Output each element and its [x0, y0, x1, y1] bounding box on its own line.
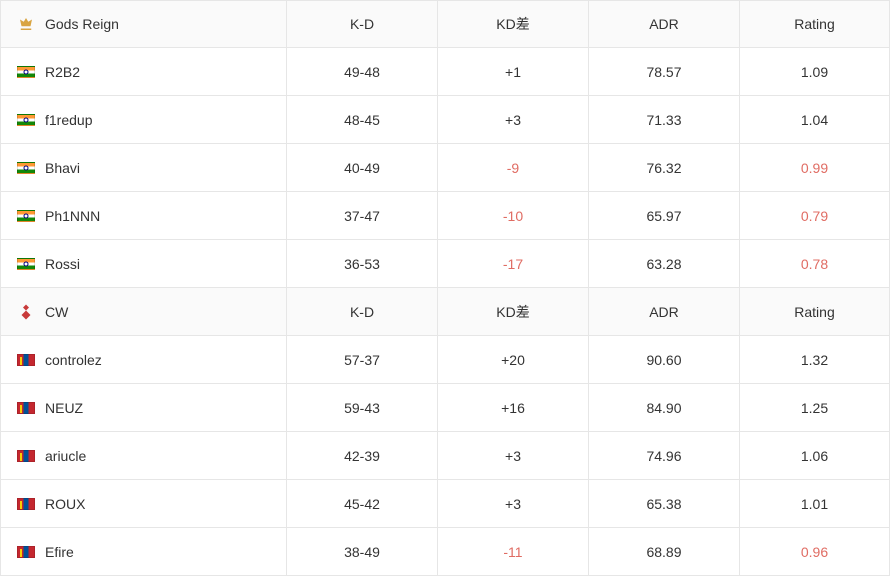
flag-icon — [17, 498, 35, 510]
player-name-cell: ROUX — [1, 480, 287, 527]
player-name: Bhavi — [45, 160, 80, 176]
rating-cell: 0.96 — [740, 528, 889, 575]
player-row[interactable]: NEUZ 59-43 +16 84.90 1.25 — [0, 384, 890, 432]
team-name-cell: Gods Reign — [1, 1, 287, 47]
player-row[interactable]: Bhavi 40-49 -9 76.32 0.99 — [0, 144, 890, 192]
player-name-cell: Efire — [1, 528, 287, 575]
kd-cell: 38-49 — [287, 528, 438, 575]
adr-cell: 65.97 — [589, 192, 740, 239]
kddiff-cell: +3 — [438, 432, 589, 479]
player-name: Ph1NNN — [45, 208, 100, 224]
player-name-cell: NEUZ — [1, 384, 287, 431]
kddiff-cell: +1 — [438, 48, 589, 95]
kddiff-cell: +16 — [438, 384, 589, 431]
adr-cell: 71.33 — [589, 96, 740, 143]
team-name: CW — [45, 304, 68, 320]
player-name-cell: controlez — [1, 336, 287, 383]
rating-cell: 1.25 — [740, 384, 889, 431]
adr-cell: 84.90 — [589, 384, 740, 431]
player-row[interactable]: controlez 57-37 +20 90.60 1.32 — [0, 336, 890, 384]
player-row[interactable]: ROUX 45-42 +3 65.38 1.01 — [0, 480, 890, 528]
kd-cell: 57-37 — [287, 336, 438, 383]
col-kddiff: KD差 — [438, 288, 589, 335]
player-name-cell: R2B2 — [1, 48, 287, 95]
stats-table: Gods Reign K-D KD差 ADR Rating R2B2 49-48… — [0, 0, 890, 576]
adr-cell: 65.38 — [589, 480, 740, 527]
rating-cell: 1.06 — [740, 432, 889, 479]
player-name: Rossi — [45, 256, 80, 272]
player-name-cell: Ph1NNN — [1, 192, 287, 239]
rating-cell: 1.09 — [740, 48, 889, 95]
flag-icon — [17, 114, 35, 126]
player-name-cell: f1redup — [1, 96, 287, 143]
flag-icon — [17, 162, 35, 174]
player-name: ROUX — [45, 496, 85, 512]
crown-icon — [17, 15, 35, 33]
diamond-icon — [17, 303, 35, 321]
col-kd: K-D — [287, 1, 438, 47]
flag-icon — [17, 258, 35, 270]
adr-cell: 74.96 — [589, 432, 740, 479]
player-name-cell: Bhavi — [1, 144, 287, 191]
rating-cell: 0.79 — [740, 192, 889, 239]
rating-cell: 1.32 — [740, 336, 889, 383]
player-name: R2B2 — [45, 64, 80, 80]
player-name-cell: ariucle — [1, 432, 287, 479]
kddiff-cell: -11 — [438, 528, 589, 575]
player-name-cell: Rossi — [1, 240, 287, 287]
kddiff-cell: +3 — [438, 480, 589, 527]
col-kddiff: KD差 — [438, 1, 589, 47]
col-kd: K-D — [287, 288, 438, 335]
col-adr: ADR — [589, 288, 740, 335]
adr-cell: 68.89 — [589, 528, 740, 575]
player-row[interactable]: Efire 38-49 -11 68.89 0.96 — [0, 528, 890, 576]
player-name: controlez — [45, 352, 102, 368]
player-row[interactable]: R2B2 49-48 +1 78.57 1.09 — [0, 48, 890, 96]
kd-cell: 49-48 — [287, 48, 438, 95]
kddiff-cell: +20 — [438, 336, 589, 383]
team-header-row: Gods Reign K-D KD差 ADR Rating — [0, 0, 890, 48]
kddiff-cell: -17 — [438, 240, 589, 287]
team-name: Gods Reign — [45, 16, 119, 32]
player-name: ariucle — [45, 448, 86, 464]
kd-cell: 37-47 — [287, 192, 438, 239]
adr-cell: 78.57 — [589, 48, 740, 95]
flag-icon — [17, 546, 35, 558]
kd-cell: 36-53 — [287, 240, 438, 287]
rating-cell: 1.04 — [740, 96, 889, 143]
rating-cell: 0.78 — [740, 240, 889, 287]
col-adr: ADR — [589, 1, 740, 47]
rating-cell: 1.01 — [740, 480, 889, 527]
rating-cell: 0.99 — [740, 144, 889, 191]
kd-cell: 40-49 — [287, 144, 438, 191]
kd-cell: 42-39 — [287, 432, 438, 479]
col-rating: Rating — [740, 288, 889, 335]
team-name-cell: CW — [1, 288, 287, 335]
flag-icon — [17, 66, 35, 78]
player-row[interactable]: f1redup 48-45 +3 71.33 1.04 — [0, 96, 890, 144]
player-row[interactable]: Ph1NNN 37-47 -10 65.97 0.79 — [0, 192, 890, 240]
flag-icon — [17, 402, 35, 414]
player-name: NEUZ — [45, 400, 83, 416]
flag-icon — [17, 450, 35, 462]
adr-cell: 90.60 — [589, 336, 740, 383]
kd-cell: 48-45 — [287, 96, 438, 143]
flag-icon — [17, 354, 35, 366]
player-row[interactable]: Rossi 36-53 -17 63.28 0.78 — [0, 240, 890, 288]
kddiff-cell: -10 — [438, 192, 589, 239]
adr-cell: 63.28 — [589, 240, 740, 287]
team-header-row: CW K-D KD差 ADR Rating — [0, 288, 890, 336]
kddiff-cell: -9 — [438, 144, 589, 191]
flag-icon — [17, 210, 35, 222]
kd-cell: 45-42 — [287, 480, 438, 527]
col-rating: Rating — [740, 1, 889, 47]
player-name: f1redup — [45, 112, 92, 128]
player-row[interactable]: ariucle 42-39 +3 74.96 1.06 — [0, 432, 890, 480]
kddiff-cell: +3 — [438, 96, 589, 143]
kd-cell: 59-43 — [287, 384, 438, 431]
player-name: Efire — [45, 544, 74, 560]
adr-cell: 76.32 — [589, 144, 740, 191]
